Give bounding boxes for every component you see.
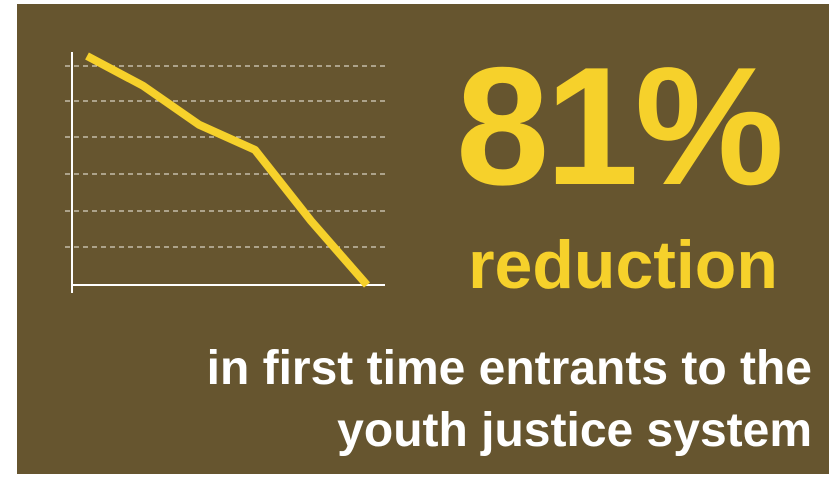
chart-gridlines	[65, 65, 387, 248]
headline-label: reduction	[468, 227, 778, 303]
trend-line-chart	[65, 52, 387, 293]
headline-percentage: 81%	[455, 32, 784, 220]
caption-text: in first time entrants to the youth just…	[32, 338, 812, 462]
caption-line-1: in first time entrants to the	[206, 342, 812, 395]
infographic-panel: 81% reduction in first time entrants to …	[17, 4, 829, 474]
caption-line-2: youth justice system	[337, 404, 812, 457]
series-line	[85, 52, 371, 288]
